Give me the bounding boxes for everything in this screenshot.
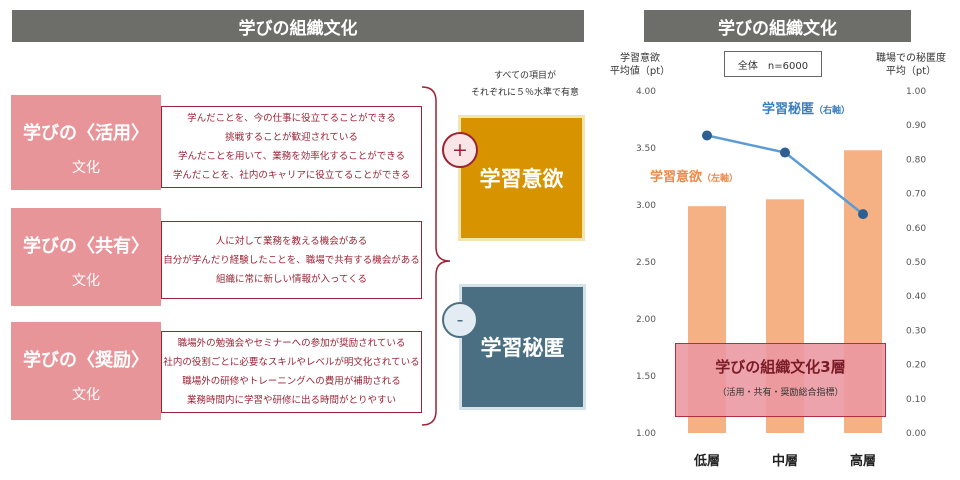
culture-katsuyo-box: 学びの〈活用〉 文化	[11, 95, 161, 190]
right-axis-tick-label: 0.30	[906, 326, 926, 336]
right-axis-tick-label: 0.70	[906, 190, 926, 200]
overlay-subtitle: （活用・共有・奨励総合指標）	[717, 388, 844, 398]
culture-katsuyo-suffix: 文化	[72, 160, 100, 176]
line-point	[702, 130, 712, 141]
left-axis-title-line-1: 学習意欲	[620, 53, 660, 64]
culture-shorei-box: 学びの〈奨励〉 文化	[11, 322, 161, 420]
item-text: 学んだことを、今の仕事に役立てることができる	[187, 113, 396, 124]
item-text: 職場外の勉強会やセミナーへの参加が奨励されている	[177, 338, 406, 349]
item-text: 職場外の研修やトレーニングへの費用が補助される	[182, 376, 401, 387]
right-axis-tick-label: 0.90	[906, 121, 926, 131]
culture-shorei-items: 職場外の勉強会やセミナーへの参加が奨励されている 社内の役割ごとに必要なスキルや…	[161, 331, 422, 413]
right-axis-tick-label: 1.00	[906, 87, 926, 97]
bar-series-label: 学習意欲（左軸）	[650, 166, 738, 185]
x-axis-category-label: 高層	[850, 453, 876, 469]
minus-sign-icon: -	[442, 302, 478, 338]
culture-katsuyo-items: 学んだことを、今の仕事に役立てることができる 挑戦することが歓迎されている 学ん…	[161, 106, 422, 188]
left-axis-title-line-2: 平均値（pt）	[609, 66, 671, 77]
significance-note: すべての項目が それぞれに５％水準で有意	[445, 68, 605, 102]
left-axis-tick-label: 1.50	[636, 372, 656, 382]
culture-katsuyo-name: 学びの〈活用〉	[23, 123, 149, 144]
bar-series-name: 学習意欲	[650, 170, 703, 185]
item-text: 学んだことを、社内のキャリアに役立てることができる	[172, 170, 411, 181]
note-line-2: それぞれに５％水準で有意	[470, 88, 579, 98]
x-axis-category-label: 中層	[772, 453, 798, 469]
outcome-learning-motivation: 学習意欲	[461, 118, 582, 238]
item-text: 学んだことを用いて、業務を効率化することができる	[177, 151, 406, 162]
item-text: 自分が学んだり経験したことを、職場で共有する機会がある	[163, 254, 420, 266]
organizational-culture-overlay: 学びの組織文化3層 （活用・共有・奨励総合指標）	[675, 343, 886, 417]
brace-path	[421, 86, 451, 426]
line-point	[858, 209, 868, 220]
item-text: 人に対して業務を教える機会がある	[215, 235, 368, 247]
line-series-axis: （右軸）	[814, 106, 851, 116]
right-axis-tick-label: 0.40	[906, 292, 926, 302]
right-axis-tick-label: 0.20	[906, 361, 926, 371]
left-axis-title: 学習意欲 平均値（pt）	[600, 52, 680, 78]
item-text: 社内の役割ごとに必要なスキルやレベルが明文化されている	[163, 357, 420, 368]
outcome-learning-secrecy: 学習秘匿	[462, 287, 583, 407]
x-axis-category-label: 低層	[693, 453, 720, 469]
culture-shorei-suffix: 文化	[72, 387, 100, 403]
culture-kyoyu-box: 学びの〈共有〉 文化	[11, 208, 161, 306]
line-series-label: 学習秘匿（右軸）	[762, 98, 850, 117]
right-axis-title-line-1: 職場での秘匿度	[876, 53, 946, 64]
right-header: 学びの組織文化	[644, 10, 911, 42]
note-line-1: すべての項目が	[493, 71, 556, 81]
right-axis-tick-label: 0.60	[906, 224, 926, 234]
left-axis-tick-label: 2.00	[636, 315, 656, 325]
item-text: 組織に常に新しい情報が入ってくる	[215, 273, 368, 285]
left-axis-tick-label: 3.50	[636, 144, 656, 154]
right-axis-title-line-2: 平均（pt）	[885, 66, 937, 77]
left-axis-tick-label: 4.00	[636, 87, 656, 97]
right-axis-tick-label: 0.10	[906, 395, 926, 405]
bar-line-chart: 1.00 1.50 2.00 2.50 3.00 3.50 4.00 0.00 0.10 0.20…	[636, 87, 926, 469]
left-axis-tick-label: 1.00	[636, 429, 656, 439]
culture-shorei-name: 学びの〈奨励〉	[23, 350, 149, 371]
right-axis-title: 職場での秘匿度 平均（pt）	[862, 52, 960, 78]
culture-kyoyu-suffix: 文化	[72, 273, 100, 289]
item-text: 業務時間内に学習や研修に出る時間がとりやすい	[186, 395, 396, 406]
line-point	[780, 147, 790, 158]
grouping-brace	[421, 86, 451, 426]
item-text: 挑戦することが歓迎されている	[225, 132, 358, 143]
left-header: 学びの組織文化	[12, 10, 584, 42]
line-series-name: 学習秘匿	[762, 102, 815, 117]
right-axis-tick-label: 0.80	[906, 155, 926, 165]
left-axis-tick-label: 2.50	[636, 258, 656, 268]
right-axis-tick-label: 0.00	[906, 429, 926, 439]
right-axis-tick-label: 0.50	[906, 258, 926, 268]
culture-kyoyu-name: 学びの〈共有〉	[23, 236, 149, 257]
overlay-title: 学びの組織文化3層	[715, 358, 846, 376]
bar-series-axis: （左軸）	[702, 174, 739, 184]
plus-sign-icon: +	[442, 132, 478, 168]
left-axis-tick-label: 3.00	[636, 201, 656, 211]
culture-kyoyu-items: 人に対して業務を教える機会がある 自分が学んだり経験したことを、職場で共有する機…	[161, 221, 422, 299]
sample-size-badge: 全体 n=6000	[724, 51, 822, 77]
